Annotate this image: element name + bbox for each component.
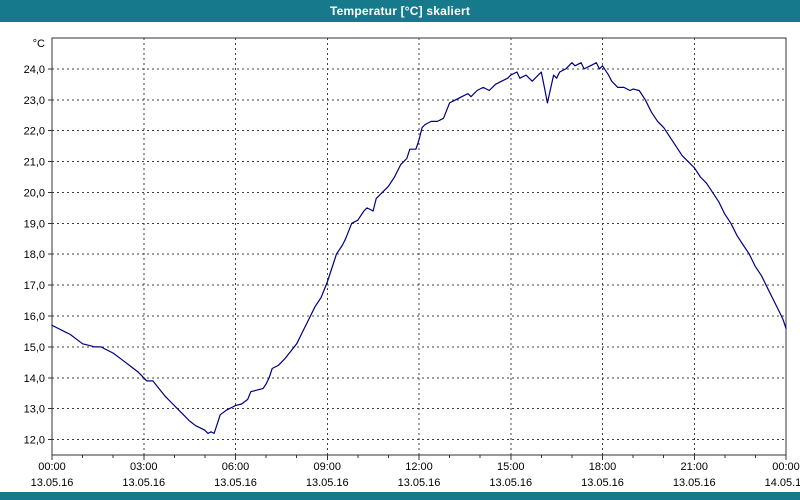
x-axis-date-label: 14.05.16 [765, 477, 800, 489]
x-axis-date-label: 13.05.16 [214, 477, 257, 489]
plot-border [51, 37, 787, 456]
x-axis-time-label: 03:00 [130, 461, 158, 473]
x-axis-date-label: 13.05.16 [306, 477, 349, 489]
window-bottombar [0, 492, 800, 500]
x-axis-time-label: 00:00 [772, 461, 800, 473]
y-axis-label: 17,0 [24, 280, 45, 292]
y-axis-unit-label: °C [33, 38, 45, 50]
y-axis-label: 16,0 [24, 311, 45, 323]
y-axis-label: 23,0 [24, 95, 45, 107]
temperature-series-line [51, 62, 787, 434]
x-axis-date-label: 13.05.16 [673, 477, 716, 489]
y-axis-label: 14,0 [24, 373, 45, 385]
y-axis-label: 24,0 [24, 64, 45, 76]
x-axis-time-label: 09:00 [313, 461, 341, 473]
y-axis-label: 20,0 [24, 187, 45, 199]
temperature-line-chart: 24,0 23,0 22,0 21,0 20,0 19,0 18,0 17,0 16,0 15,0… [24, 37, 800, 489]
x-axis-date-label: 13.05.16 [31, 477, 74, 489]
y-axis-label: 13,0 [24, 404, 45, 416]
x-axis-time-label: 00:00 [38, 461, 66, 473]
y-axis-label: 19,0 [24, 218, 45, 230]
chart-title: Temperatur [°C] skaliert [329, 4, 471, 18]
y-axis-label: 21,0 [24, 157, 45, 169]
y-axis-label: 12,0 [24, 435, 45, 447]
x-axis-date-label: 13.05.16 [489, 477, 532, 489]
x-axis-date-label: 13.05.16 [122, 477, 165, 489]
x-axis-date-label: 13.05.16 [581, 477, 624, 489]
x-axis-time-label: 15:00 [497, 461, 525, 473]
y-axis-label: 15,0 [24, 342, 45, 354]
y-axis-label: 22,0 [24, 126, 45, 138]
x-axis-time-label: 12:00 [405, 461, 433, 473]
x-axis-time-label: 21:00 [680, 461, 708, 473]
window-titlebar: Temperatur [°C] skaliert [0, 0, 800, 22]
x-axis-date-label: 13.05.16 [398, 477, 441, 489]
chart-container: 24,0 23,0 22,0 21,0 20,0 19,0 18,0 17,0 16,0 15,0… [0, 22, 800, 492]
x-axis-time-label: 18:00 [589, 461, 617, 473]
y-axis-label: 18,0 [24, 249, 45, 261]
x-axis-time-label: 06:00 [222, 461, 250, 473]
